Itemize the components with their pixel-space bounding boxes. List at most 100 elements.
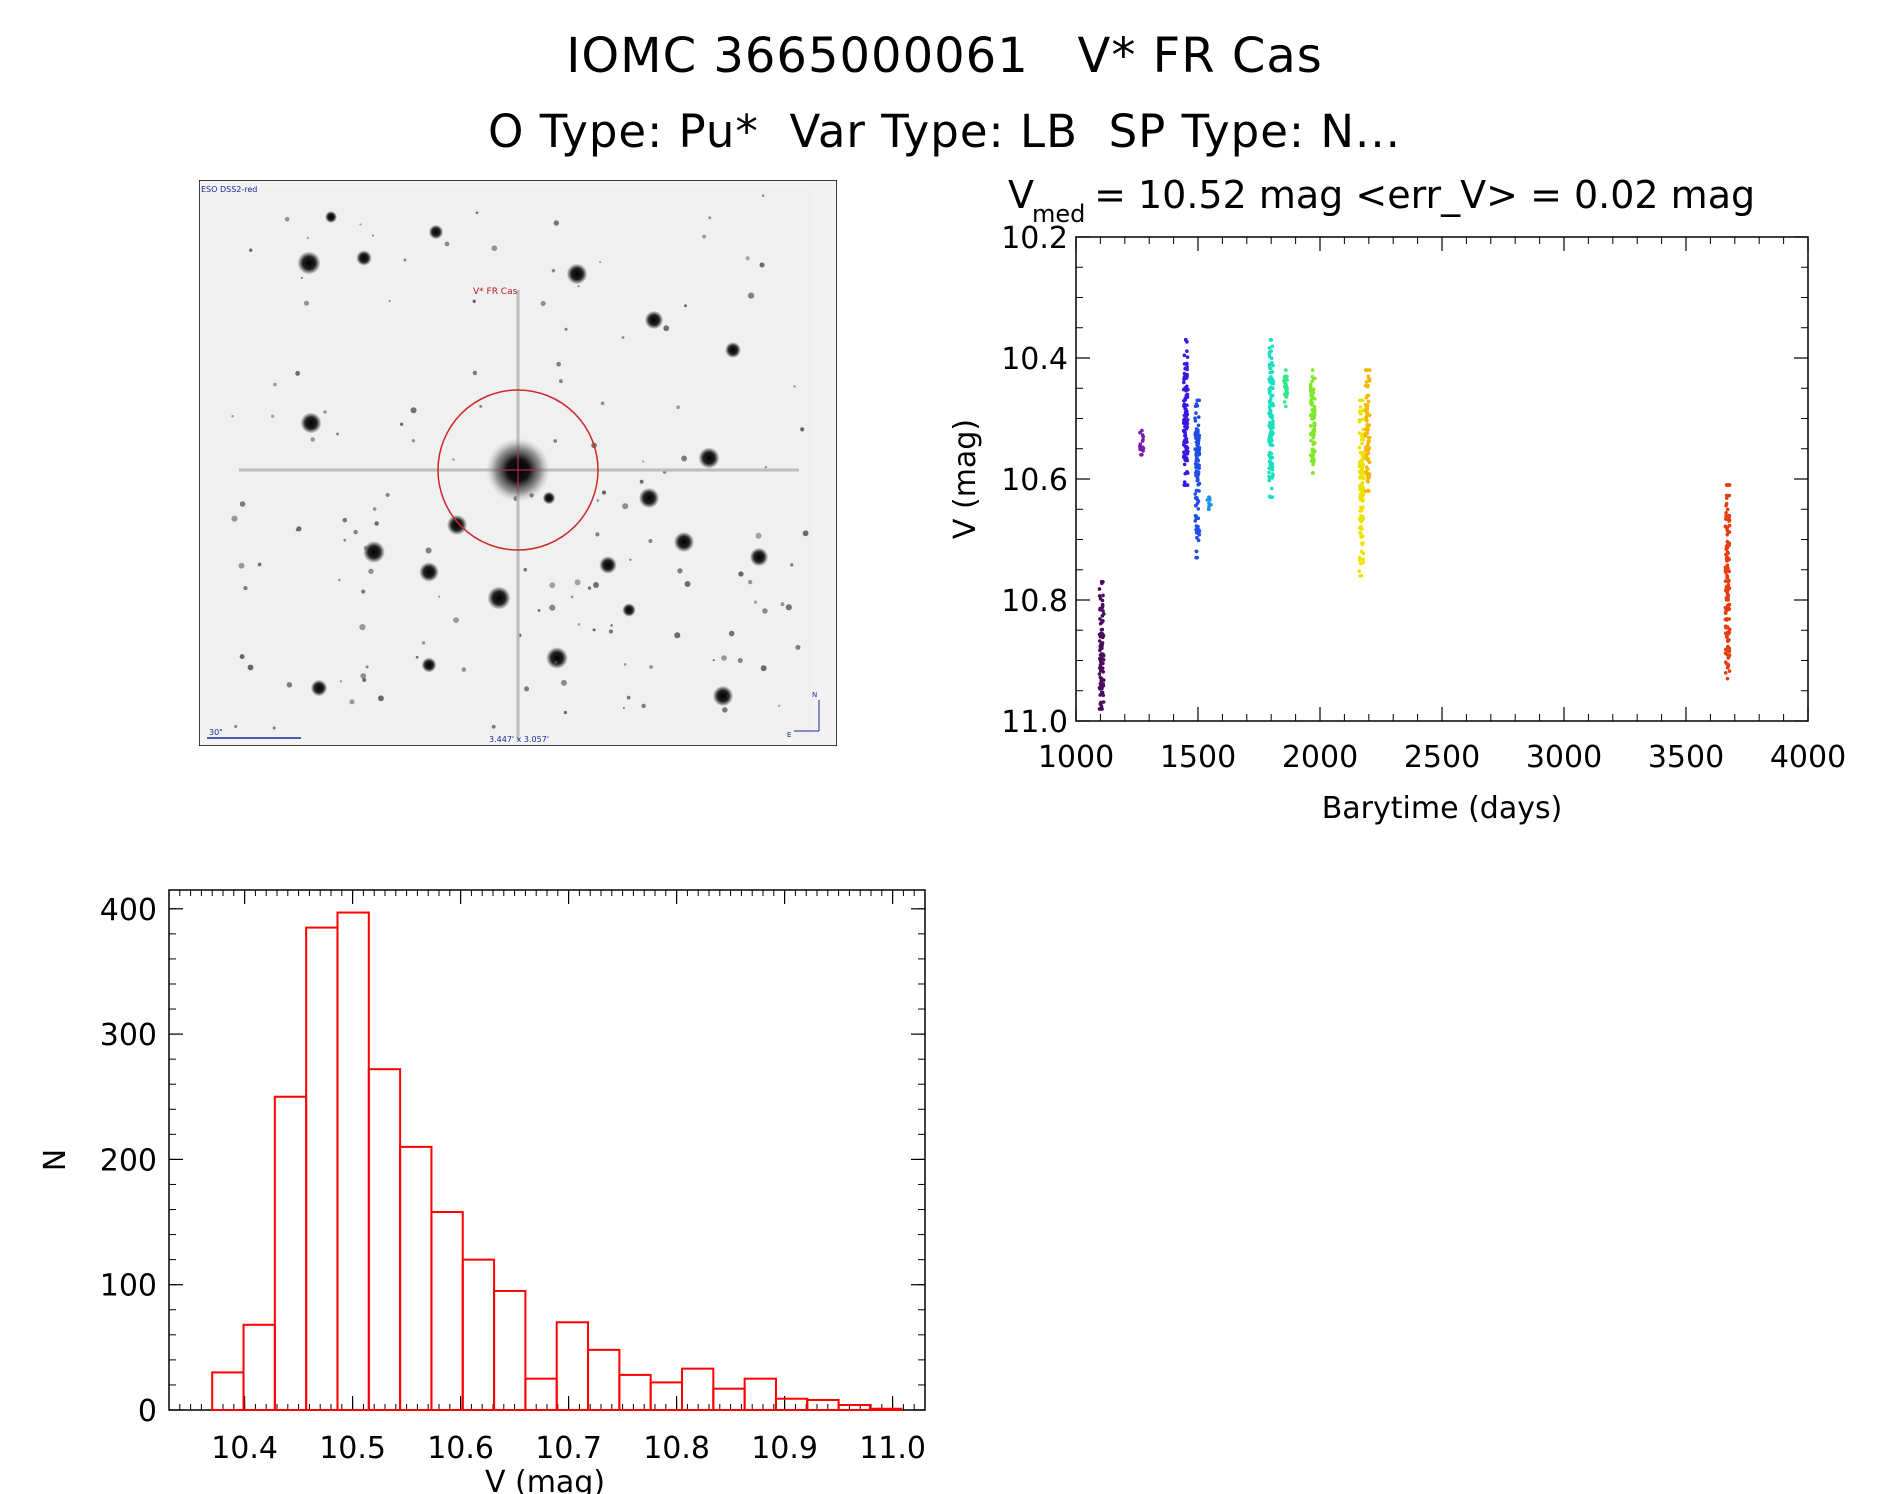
star-icon bbox=[553, 220, 560, 226]
x-tick-label: 10.8 bbox=[643, 1431, 710, 1466]
x-tick-label: 10.5 bbox=[319, 1431, 386, 1466]
lc-data-point bbox=[1101, 700, 1106, 704]
star-icon bbox=[644, 310, 664, 330]
star-icon bbox=[421, 657, 437, 673]
lc-data-point bbox=[1723, 524, 1728, 529]
lc-data-point bbox=[1726, 593, 1730, 597]
star-icon bbox=[472, 299, 476, 303]
star-icon bbox=[461, 667, 467, 672]
star-icon bbox=[556, 361, 561, 367]
star-icon bbox=[570, 595, 574, 599]
lc-data-point bbox=[1185, 365, 1189, 369]
lc-data-point bbox=[1363, 408, 1368, 413]
lc-data-point bbox=[1359, 519, 1363, 524]
lc-data-point bbox=[1308, 453, 1313, 457]
histogram-chart: 10.4 10.5 10.6 10.7 10.8 10.9 11.0 0 100 200 300 40… bbox=[40, 889, 926, 1494]
star-icon bbox=[600, 401, 605, 406]
star-icon bbox=[415, 655, 419, 659]
lc-data-point bbox=[1357, 431, 1362, 435]
lc-data-point bbox=[1365, 489, 1370, 493]
star-icon bbox=[272, 726, 276, 730]
star-icon bbox=[349, 699, 355, 705]
star-icon bbox=[300, 276, 303, 279]
histogram-bar bbox=[461, 1258, 496, 1411]
star-icon bbox=[410, 407, 417, 414]
lc-data-point bbox=[1358, 464, 1362, 469]
chart-title-line1: IOMC 3665000061 V* FR Cas bbox=[566, 28, 1323, 84]
star-icon bbox=[304, 300, 309, 306]
lc-data-point bbox=[1285, 385, 1289, 389]
east-label: E bbox=[787, 731, 791, 739]
star-icon bbox=[622, 706, 625, 710]
lc-data-point bbox=[1267, 346, 1272, 350]
lc-data-point bbox=[1282, 400, 1287, 404]
lc-data-point bbox=[1311, 387, 1316, 392]
lc-data-point bbox=[1363, 427, 1368, 432]
lc-data-point bbox=[1193, 433, 1198, 437]
lc-data-point bbox=[1193, 447, 1198, 452]
lc-data-point bbox=[1723, 605, 1728, 610]
lc-data-point bbox=[1365, 467, 1370, 471]
lc-data-point bbox=[1727, 569, 1732, 574]
lc-data-point bbox=[1725, 483, 1730, 487]
star-icon bbox=[560, 679, 567, 686]
lc-data-point bbox=[1360, 480, 1365, 485]
star-icon bbox=[491, 245, 498, 252]
lc-data-point bbox=[1267, 439, 1271, 444]
star-icon bbox=[721, 655, 727, 661]
lc-data-point bbox=[1282, 380, 1287, 384]
lc-data-point bbox=[1196, 472, 1201, 477]
star-icon bbox=[428, 224, 444, 240]
y-tick-label: 10.8 bbox=[1001, 584, 1068, 619]
star-icon bbox=[755, 532, 762, 539]
lc-data-point bbox=[1185, 355, 1190, 359]
lc-data-point bbox=[1185, 361, 1189, 366]
star-icon bbox=[491, 724, 496, 729]
histogram-bar bbox=[587, 1348, 621, 1411]
lc-data-point bbox=[1097, 672, 1102, 676]
lc-data-point bbox=[1193, 419, 1198, 423]
lc-data-point bbox=[1365, 419, 1369, 423]
star-icon bbox=[342, 517, 348, 523]
lc-data-point bbox=[1101, 693, 1106, 698]
lc-data-point bbox=[1100, 605, 1105, 610]
lc-data-point bbox=[1726, 639, 1730, 644]
lc-data-point bbox=[1359, 497, 1364, 501]
lc-data-point bbox=[1724, 493, 1729, 498]
lc-data-point bbox=[1724, 588, 1728, 593]
lc-data-point bbox=[1359, 434, 1364, 438]
lc-data-point bbox=[1311, 462, 1315, 467]
star-icon bbox=[673, 531, 695, 553]
x-tick-label: 3000 bbox=[1526, 740, 1602, 775]
histogram-bar bbox=[806, 1398, 840, 1411]
histogram-bar bbox=[681, 1367, 715, 1411]
lc-data-point bbox=[1725, 550, 1730, 554]
histogram-bar bbox=[618, 1373, 652, 1411]
lc-data-point bbox=[1367, 377, 1372, 382]
lc-data-point bbox=[1365, 368, 1370, 372]
lc-data-point bbox=[1099, 656, 1104, 660]
lc-data-point bbox=[1194, 440, 1199, 444]
lc-data-point bbox=[1271, 403, 1276, 408]
light-curve-chart: V med = 10.52 mag <err_V> = 0.02 mag 100… bbox=[948, 173, 1846, 826]
north-label: N bbox=[812, 691, 817, 699]
lc-data-point bbox=[1193, 492, 1198, 496]
lc-data-point bbox=[1268, 454, 1272, 459]
lc-data-point bbox=[1194, 488, 1199, 493]
lc-data-point bbox=[1197, 481, 1202, 486]
star-icon bbox=[452, 458, 455, 461]
x-tick-label: 3500 bbox=[1648, 740, 1724, 775]
lc-xlabel: Barytime (days) bbox=[1322, 791, 1563, 826]
lc-data-point bbox=[1267, 399, 1272, 404]
lc-data-point bbox=[1267, 459, 1272, 464]
star-icon bbox=[361, 589, 366, 594]
x-tick-label: 2000 bbox=[1282, 740, 1358, 775]
lc-data-point bbox=[1284, 368, 1288, 372]
lc-data-point bbox=[1359, 411, 1363, 416]
star-icon bbox=[684, 581, 691, 588]
survey-label: ESO DSS2-red bbox=[201, 185, 257, 194]
lc-data-point bbox=[1724, 618, 1729, 622]
lc-data-point bbox=[1358, 459, 1363, 464]
lc-data-point bbox=[1366, 477, 1370, 481]
lc-data-point bbox=[1725, 635, 1729, 639]
